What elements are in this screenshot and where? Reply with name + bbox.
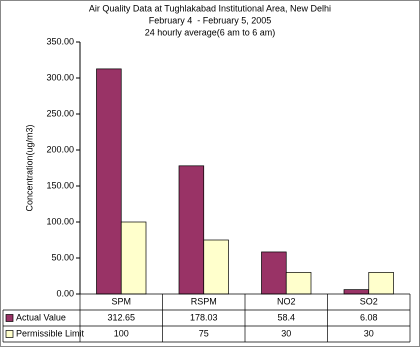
legend-key — [5, 314, 14, 322]
y-tick-label: 0.00 — [56, 288, 74, 298]
chart-subtitle: 24 hourly average(6 am to 6 am) — [145, 27, 276, 37]
bar — [343, 289, 370, 295]
table-value: 58.4 — [277, 312, 295, 322]
y-tick-label: 150.00 — [46, 180, 74, 190]
bar — [96, 68, 122, 295]
legend-key — [5, 330, 14, 338]
bar — [285, 272, 312, 295]
bar — [178, 165, 205, 295]
legend-label: Permissible Limit — [16, 328, 85, 338]
legend-label: Actual Value — [16, 312, 66, 322]
table-value: 75 — [199, 328, 209, 338]
y-tick-label: 300.00 — [46, 72, 74, 82]
table-value: 6.08 — [360, 312, 378, 322]
y-tick-label: 350.00 — [46, 36, 74, 46]
table-value: 312.65 — [107, 312, 135, 322]
bar — [120, 221, 147, 295]
y-tick-label: 100.00 — [46, 216, 74, 226]
y-tick-label: 250.00 — [46, 108, 74, 118]
x-tick-label: SO2 — [360, 296, 378, 306]
bar — [203, 239, 229, 295]
x-tick-label: RSPM — [191, 296, 217, 306]
table-value: 178.03 — [190, 312, 218, 322]
chart-title: Air Quality Data at Tughlakabad Institut… — [89, 3, 331, 13]
table-value: 30 — [364, 328, 374, 338]
table-value: 30 — [281, 328, 291, 338]
x-tick-label: SPM — [111, 296, 131, 306]
bar — [368, 272, 394, 295]
y-tick-label: 50.00 — [51, 252, 74, 262]
chart-subtitle: February 4 - February 5, 2005 — [149, 15, 272, 25]
bar — [261, 251, 287, 295]
table-value: 100 — [114, 328, 129, 338]
y-tick-label: 200.00 — [46, 144, 74, 154]
x-tick-label: NO2 — [277, 296, 296, 306]
y-axis-label: Concentration(ug/m3) — [24, 124, 34, 211]
